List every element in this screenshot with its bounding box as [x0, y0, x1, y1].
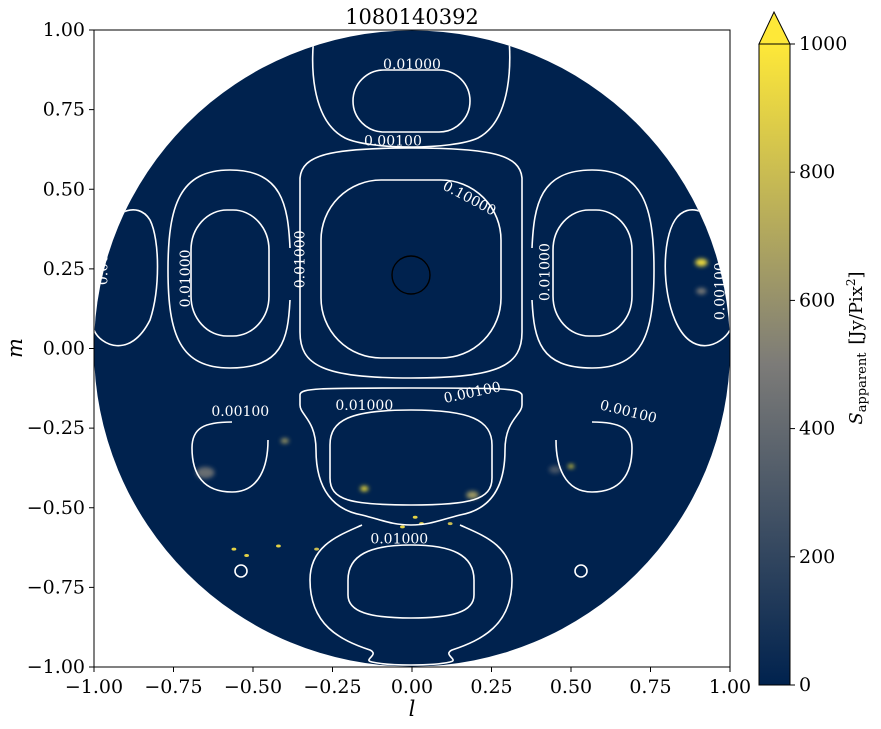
contour-0001-right	[531, 169, 655, 369]
x-tick-label: 0.25	[470, 676, 512, 698]
chart-title: 1080140392	[345, 5, 479, 29]
contour-label-3: 0.01000	[293, 230, 309, 288]
contour-001-left	[190, 209, 270, 337]
y-tick-label: 0.75	[43, 99, 85, 121]
contour-001-top-inner	[352, 69, 471, 133]
source-9	[244, 554, 250, 558]
contour-label-7: 0.00100	[712, 262, 728, 320]
colorbar-ticks: 0 200 400 600 800 1000	[790, 33, 847, 696]
y-tick-label: −0.50	[27, 497, 85, 519]
contour-ring-left	[234, 564, 248, 578]
colorbar-tick-label: 0	[799, 674, 811, 696]
y-tick-label: 0.25	[43, 258, 85, 280]
contour-010-center	[320, 179, 502, 359]
x-tick-label: 0.75	[629, 676, 671, 698]
colorbar-label: Sapparent[Jy/Pix2]	[844, 271, 870, 424]
source-15	[447, 522, 453, 526]
source-12	[412, 515, 418, 519]
contour-0001-top	[311, 30, 511, 148]
contour-label-8: 0.00100	[211, 404, 269, 420]
colorbar-tick-label: 800	[799, 161, 835, 183]
contour-ring-right	[574, 564, 588, 578]
contour-label-5: 0.01000	[178, 249, 194, 307]
source-11	[314, 547, 319, 551]
y-tick-label: −1.00	[27, 656, 85, 678]
contour-001-lower	[329, 409, 493, 506]
colorbar: 0 200 400 600 800 1000 Sapparent[Jy/Pix2]	[758, 10, 870, 696]
colorbar-tick-label: 400	[799, 418, 835, 440]
y-tick-label: 0.00	[43, 338, 85, 360]
contour-label-6: 0.00100	[96, 227, 112, 285]
y-axis-label: m	[3, 338, 27, 358]
y-tick-label: −0.75	[27, 576, 85, 598]
x-tick-label: −0.75	[144, 676, 202, 698]
x-axis-ticks: −1.00 −0.75 −0.50 −0.25 0.00 0.25 0.50 0.75 1.00	[65, 667, 751, 698]
sky-disk	[94, 30, 730, 667]
contour-001-right	[552, 209, 633, 337]
x-axis-label: l	[409, 697, 416, 721]
contour-label-12: 0.01000	[370, 532, 428, 548]
x-tick-label: 0.00	[391, 676, 433, 698]
zenith-marker	[391, 255, 431, 295]
source-3	[280, 438, 289, 444]
contour-0001-lower-left	[191, 421, 269, 493]
source-8	[231, 547, 237, 551]
y-tick-label: 0.50	[43, 178, 85, 200]
x-tick-label: −0.25	[303, 676, 361, 698]
y-tick-label: −0.25	[27, 417, 85, 439]
colorbar-tick-label: 1000	[799, 33, 847, 55]
source-7	[548, 465, 562, 474]
y-tick-label: 1.00	[43, 19, 85, 41]
colorbar-gradient	[758, 43, 791, 686]
source-14	[400, 525, 405, 529]
x-tick-label: 1.00	[709, 676, 751, 698]
source-1	[696, 287, 707, 295]
colorbar-tick-label: 600	[799, 289, 835, 311]
colorbar-extend-arrow	[758, 10, 791, 45]
contour-label-0: 0.01000	[383, 57, 441, 73]
source-6	[567, 464, 575, 469]
colorbar-tick-label: 200	[799, 546, 835, 568]
y-axis-ticks: 1.00 0.75 0.50 0.25 0.00 −0.25 −0.50 −0.75 −1.00	[27, 19, 94, 678]
source-4	[360, 486, 369, 492]
contour-0001-center	[299, 147, 523, 379]
contour-001-bottom	[347, 544, 475, 619]
x-tick-label: 0.50	[550, 676, 592, 698]
contour-label-9: 0.01000	[335, 398, 393, 414]
source-2	[196, 466, 215, 479]
source-0	[695, 258, 708, 267]
contour-0001-lower-right	[555, 421, 633, 493]
source-5	[466, 491, 479, 499]
sources-layer	[196, 258, 708, 558]
contour-label-1: 0.00100	[364, 133, 422, 149]
x-tick-label: −0.50	[224, 676, 282, 698]
contour-0001-bottom	[309, 524, 513, 666]
contour-0001-left	[167, 169, 291, 369]
contour-0001-lower	[299, 387, 523, 526]
x-tick-label: −1.00	[65, 676, 123, 698]
contour-label-4: 0.01000	[538, 243, 554, 301]
source-10	[276, 544, 281, 548]
